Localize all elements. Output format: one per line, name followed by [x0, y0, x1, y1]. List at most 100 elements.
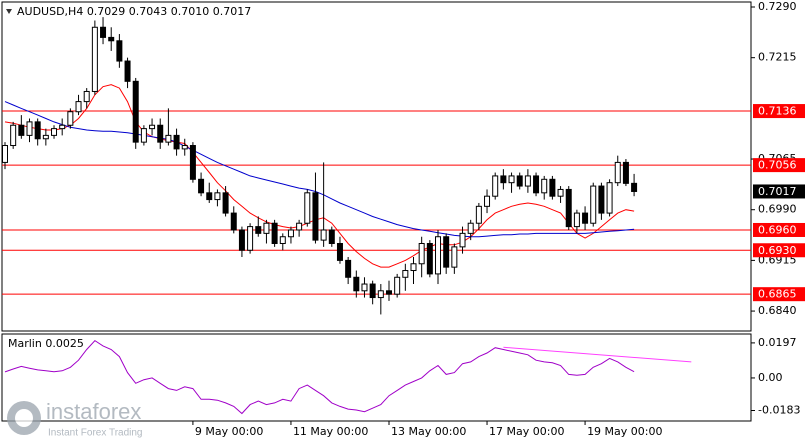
candle-body — [18, 124, 25, 136]
candle-body — [10, 124, 17, 147]
candle-body — [206, 192, 213, 201]
candle-body — [51, 128, 58, 136]
y-tick-label: 0.7215 — [758, 51, 797, 64]
candle-body — [296, 222, 303, 231]
tagline: Instant Forex Trading — [48, 428, 143, 439]
candle-body — [42, 134, 49, 140]
candle-body — [2, 145, 8, 163]
candle-body — [573, 212, 580, 228]
y-tick-label: -0.0183 — [758, 404, 800, 417]
candle-body — [524, 175, 531, 187]
candle-body — [271, 222, 278, 244]
candle-body — [508, 175, 515, 184]
candle-body — [345, 259, 352, 278]
level-tag — [753, 222, 805, 237]
candle-body — [124, 60, 131, 82]
candle-body — [287, 229, 294, 238]
candle-body — [320, 229, 327, 241]
candle-body — [418, 242, 425, 265]
candle-body — [557, 188, 564, 197]
candle-body — [238, 229, 245, 251]
candle-body — [26, 121, 33, 136]
candle-body — [426, 242, 433, 275]
candle-body — [549, 178, 556, 197]
candle-body — [247, 226, 254, 251]
candle-body — [631, 182, 638, 192]
indicator-line — [4, 339, 635, 415]
last-price-label: 0.7017 — [758, 185, 797, 198]
candle-body — [116, 40, 123, 62]
x-tick-label: 19 May 00:00 — [587, 425, 662, 438]
candle-body — [451, 246, 458, 268]
candle-body — [59, 124, 66, 130]
x-tick-label: 9 May 00:00 — [195, 425, 263, 438]
level-label: 0.6960 — [758, 223, 797, 236]
candle-body — [222, 192, 229, 214]
y-tick-label: 0.0197 — [758, 336, 797, 349]
level-tag — [753, 287, 805, 302]
y-tick-label: 0.00 — [758, 371, 783, 384]
candle-body — [83, 90, 90, 103]
candle-body — [459, 232, 466, 248]
trend-line — [503, 346, 692, 363]
moving-average — [4, 84, 635, 268]
candle-body — [361, 283, 368, 292]
candle-body — [214, 192, 221, 201]
y-tick-label: 0.6990 — [758, 203, 797, 216]
candle-body — [443, 236, 450, 268]
candle-body — [140, 128, 147, 143]
candle-body — [100, 26, 107, 38]
candle-body — [598, 185, 605, 214]
candle-body — [279, 236, 286, 244]
candle-body — [336, 242, 343, 261]
level-tag — [753, 158, 805, 173]
chart-title: AUDUSD,H4 0.7029 0.7043 0.7010 0.7017 — [17, 5, 251, 18]
candle-body — [533, 175, 540, 194]
moving-average — [4, 101, 635, 238]
candle-body — [198, 178, 205, 194]
candle-body — [435, 236, 442, 275]
candle-body — [67, 111, 74, 126]
candle-body — [108, 36, 115, 42]
candle-body — [312, 192, 319, 241]
candle-body — [475, 205, 482, 224]
candle-body — [328, 229, 335, 244]
candle-body — [173, 134, 180, 150]
candle-body — [75, 101, 82, 113]
candle-body — [230, 212, 237, 231]
candle-body — [467, 222, 474, 234]
candle-body — [91, 26, 98, 92]
x-tick-label: 13 May 00:00 — [391, 425, 466, 438]
x-tick-label: 11 May 00:00 — [293, 425, 368, 438]
candle-body — [622, 161, 629, 184]
candle-body — [304, 192, 311, 224]
y-tick-label: 0.7290 — [758, 0, 797, 13]
candle-body — [410, 263, 417, 272]
candle-body — [369, 283, 376, 299]
candle-body — [500, 175, 507, 184]
watermark: instaforex Instant Forex Trading — [7, 399, 143, 439]
level-tag — [753, 104, 805, 119]
title-icon — [6, 9, 12, 14]
candle-body — [132, 80, 139, 143]
logo-hole — [15, 409, 33, 427]
x-tick-label: 17 May 00:00 — [489, 425, 564, 438]
candle-body — [590, 185, 597, 224]
level-tag — [753, 243, 805, 258]
candle-body — [157, 124, 164, 143]
panel-frame — [1, 1, 752, 332]
candle-body — [255, 226, 262, 234]
candle-body — [263, 222, 270, 234]
last-price-tag — [753, 184, 805, 199]
level-label: 0.7056 — [758, 159, 797, 172]
indicator-title: Marlin 0.0025 — [8, 337, 84, 350]
candle-body — [34, 121, 41, 140]
candle-body — [565, 188, 572, 228]
candle-body — [394, 276, 401, 295]
candle-body — [492, 175, 499, 197]
y-tick-label: 0.6840 — [758, 304, 797, 317]
candle-body — [181, 145, 188, 150]
candle-body — [402, 270, 409, 278]
